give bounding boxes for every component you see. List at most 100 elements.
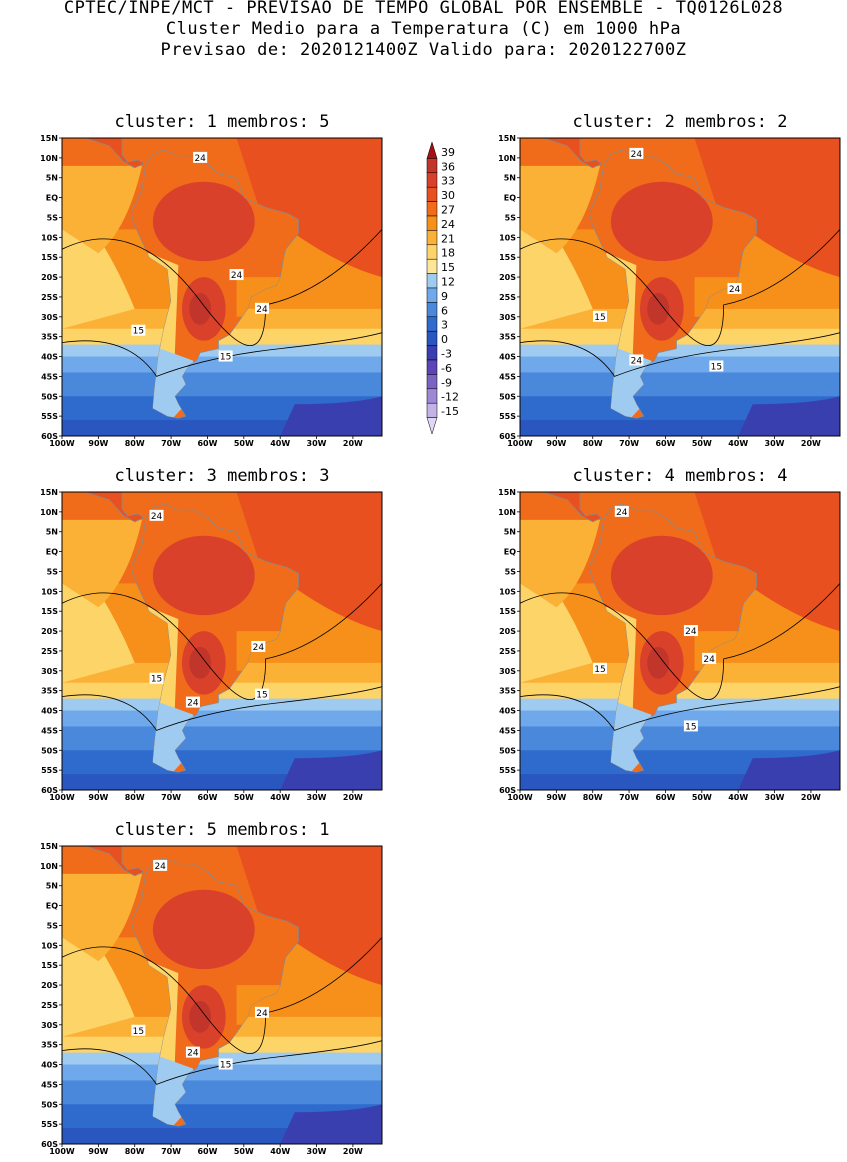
panel-title-4: cluster: 4 membros: 4 (572, 466, 788, 486)
lon-tick-label: 20W (343, 1147, 363, 1156)
lon-tick-label: 100W (49, 1147, 75, 1156)
pacific-warm-region (62, 873, 142, 962)
lat-tick-label: EQ (504, 548, 516, 557)
lat-tick-label: 45S (41, 1080, 58, 1089)
lat-tick-label: 55S (499, 766, 516, 775)
lon-tick-label: 20W (343, 793, 363, 802)
atlantic-warm-region (236, 138, 382, 278)
lat-tick-label: 45S (41, 372, 58, 381)
central-america-landmass (541, 138, 603, 169)
colorbar-label: -6 (441, 362, 452, 375)
contour-label: 15 (594, 313, 605, 323)
atlantic-warm-region (236, 492, 382, 632)
lat-tick-label: 30S (41, 667, 58, 676)
lon-tick-label: 80W (125, 439, 145, 448)
lat-tick-label: 15S (41, 961, 58, 970)
contour-label-box (683, 625, 698, 637)
colorbar-label: 9 (441, 290, 448, 303)
colorbar-swatch (426, 258, 438, 274)
contour-label-box (149, 509, 164, 521)
lon-tick-label: 40W (270, 439, 290, 448)
lat-tick-label: 50S (499, 746, 516, 755)
temperature-band (520, 698, 840, 712)
temperature-band (62, 372, 382, 398)
lon-tick-label: 80W (125, 1147, 145, 1156)
lat-tick-label: 40S (41, 707, 58, 716)
contour-label: 24 (631, 357, 643, 367)
lat-tick-label: 5S (47, 213, 59, 222)
temperature-map-cluster-2: 24 24 15 24 15 15N 10N 5N EQ 5S 10S 15S 20S 25S 30S 35S… (498, 134, 841, 448)
lat-tick-label: 25S (499, 647, 516, 656)
temperature-band (520, 344, 840, 358)
temperature-map-cluster-5: 24 24 15 24 15 15N 10N 5N EQ 5S 10S 15S 20S 25S 30S 35S… (40, 842, 383, 1156)
contour-label: 15 (594, 665, 605, 675)
central-america-landmass (83, 492, 145, 523)
atlantic-warm-region (694, 138, 840, 278)
lat-tick-label: EQ (504, 194, 516, 203)
temperature-map-cluster-3: 24 24 15 24 15 15N 10N 5N EQ 5S 10S 15S 20S 25S 30S 35S… (40, 488, 383, 802)
contour-label: 24 (703, 655, 715, 665)
chaco-peak-zone (189, 1000, 212, 1033)
lat-tick-label: 45S (41, 726, 58, 735)
lat-tick-label: 10N (40, 862, 58, 871)
panel-title-2: cluster: 2 membros: 2 (572, 112, 788, 132)
header-line-2: Cluster Medio para a Temperatura (C) em … (165, 19, 682, 39)
south-cold-region (280, 750, 382, 790)
contour-label: 15 (256, 691, 267, 701)
lat-tick-label: EQ (46, 902, 58, 911)
lon-tick-label: 70W (161, 1147, 181, 1156)
south-cold-region (738, 396, 840, 436)
lon-tick-label: 40W (728, 793, 748, 802)
lat-tick-label: 5S (47, 567, 59, 576)
temperature-map-cluster-4: 24 24 24 15 15 15N 10N 5N EQ 5S 10S 15S 20S 25S 30S 35S… (498, 488, 841, 802)
contour-label-box (229, 269, 244, 281)
pacific-warm-region (520, 165, 600, 254)
lat-tick-label: 15S (41, 253, 58, 262)
isotherm-15 (62, 1040, 382, 1085)
colorbar-label: 36 (441, 160, 455, 173)
lon-tick-label: 80W (583, 793, 603, 802)
chaco-peak-zone (647, 646, 670, 679)
lat-tick-label: 35S (41, 687, 58, 696)
colorbar-label: 18 (441, 247, 455, 260)
central-america-landmass (83, 138, 145, 169)
lat-tick-label: 15S (499, 253, 516, 262)
lat-tick-label: 55S (499, 412, 516, 421)
contour-label-box (629, 147, 644, 159)
colorbar-label: 21 (441, 232, 455, 245)
lat-tick-label: 30S (499, 313, 516, 322)
lat-tick-label: 55S (41, 412, 58, 421)
lat-tick-label: 55S (41, 766, 58, 775)
lat-tick-label: 40S (41, 353, 58, 362)
map-frame (61, 491, 383, 791)
lat-tick-label: 5N (46, 528, 58, 537)
lat-tick-label: 5N (46, 882, 58, 891)
lon-tick-label: 90W (546, 793, 566, 802)
contour-label-box (218, 1058, 233, 1070)
lat-tick-label: 10N (40, 154, 58, 163)
contour-label-box (255, 302, 269, 314)
contour-label: 15 (685, 722, 696, 732)
colorbar-label: 24 (441, 218, 455, 231)
lat-tick-label: 10S (499, 587, 516, 596)
colorbar-swatch (426, 186, 438, 202)
colorbar-label: -12 (441, 391, 459, 404)
lat-tick-label: 50S (41, 392, 58, 401)
lon-tick-label: 40W (728, 439, 748, 448)
isotherm-15 (62, 686, 382, 731)
lat-tick-label: 5S (47, 921, 59, 930)
lat-tick-label: EQ (46, 548, 58, 557)
south-cold-region (280, 396, 382, 436)
lat-tick-label: 25S (41, 293, 58, 302)
lat-tick-label: 15N (40, 842, 58, 851)
amazon-hot-zone (152, 889, 255, 970)
lon-tick-label: 100W (49, 793, 75, 802)
lon-tick-label: 100W (507, 439, 533, 448)
colorbar-swatch (426, 359, 438, 375)
contour-label: 24 (151, 512, 163, 522)
lon-tick-label: 20W (801, 793, 821, 802)
contour-label-box (255, 1006, 269, 1018)
colorbar-label: 27 (441, 204, 455, 217)
lon-tick-label: 60W (197, 439, 217, 448)
